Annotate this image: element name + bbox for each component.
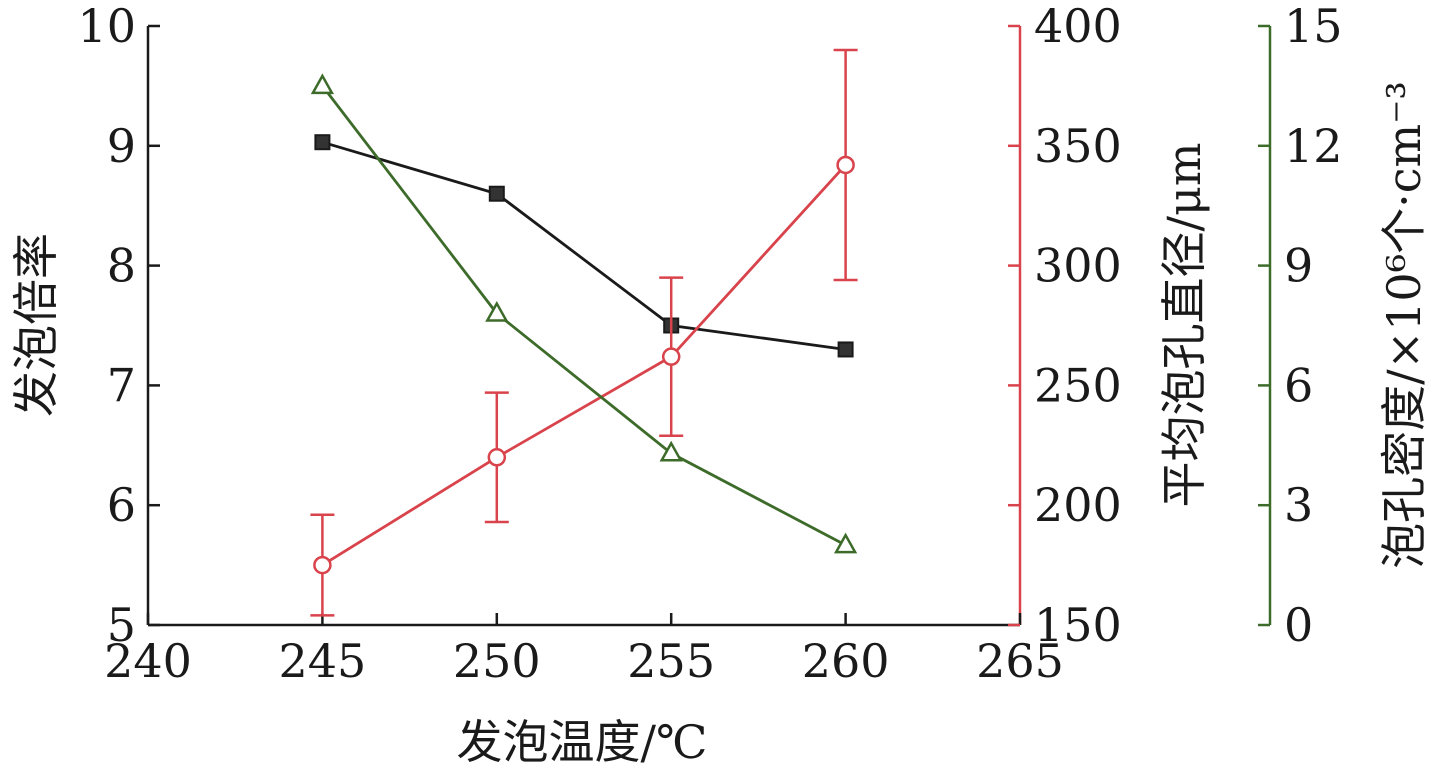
right-axis-2-tick-label: 12 (1284, 119, 1343, 173)
x-axis-title: 发泡温度/℃ (457, 715, 708, 769)
data-point-circle (313, 555, 332, 575)
series-1-line (322, 140, 846, 351)
series-3-line (321, 85, 847, 547)
right-axis-1-title: 平均泡孔直径/μm (1157, 142, 1211, 507)
x-tick-label: 260 (802, 634, 890, 688)
right-axis-2-tick-label: 9 (1284, 239, 1313, 293)
right-axis-2-tick-label: 6 (1284, 358, 1313, 412)
data-point-triangle (485, 300, 509, 322)
x-tick-label: 265 (976, 634, 1064, 688)
x-tick-label: 245 (278, 634, 366, 688)
right-axis-2-tick-label: 3 (1284, 478, 1313, 532)
data-point-circle (487, 448, 507, 467)
right-axis-1-tick-label: 200 (1034, 478, 1122, 532)
data-point-triangle (310, 73, 335, 95)
left-tick-label: 10 (77, 0, 136, 53)
data-point-square (314, 134, 331, 151)
left-tick-label: 9 (107, 119, 136, 173)
left-tick-label: 5 (107, 598, 136, 652)
right-axis-1-tick-label: 300 (1034, 239, 1122, 293)
data-point-square (488, 185, 505, 202)
x-tick-label: 255 (627, 634, 715, 688)
data-point-circle (661, 347, 681, 366)
right-axis-2-tick-label: 0 (1284, 598, 1313, 652)
series-layer (310, 48, 858, 617)
right-axis-2-title: 泡孔密度/×10⁶个·cm⁻³ (1377, 81, 1430, 569)
x-tick-label: 240 (104, 634, 192, 688)
axes-layer: 240 245 250 255 260 2655678910150200250300350… (77, 0, 1342, 688)
right-axis-1-tick-label: 150 (1034, 598, 1122, 652)
data-point-triangle (659, 440, 683, 462)
data-point-circle (836, 155, 855, 175)
left-tick-label: 7 (107, 358, 136, 412)
series-2-line (321, 164, 847, 567)
right-axis-1-tick-label: 350 (1034, 119, 1122, 173)
x-tick-label: 250 (453, 634, 541, 688)
right-axis-1-tick-label: 250 (1034, 358, 1122, 412)
right-axis-1-tick-label: 400 (1034, 0, 1122, 53)
data-point-triangle (833, 532, 858, 554)
data-point-square (837, 341, 854, 358)
left-tick-label: 8 (107, 239, 136, 293)
left-tick-label: 6 (107, 478, 136, 532)
right-axis-2-tick-label: 15 (1284, 0, 1343, 53)
left-axis-title: 发泡倍率 (9, 233, 63, 417)
